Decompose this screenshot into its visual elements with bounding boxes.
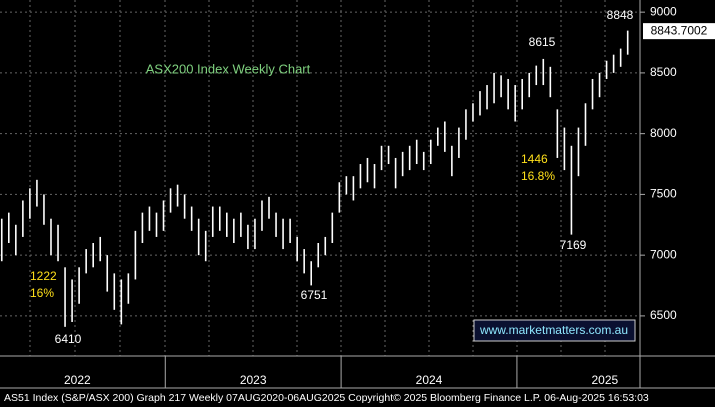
- move-points: 1222: [30, 269, 57, 283]
- x-tick-label: 2025: [591, 373, 618, 387]
- website-box: [473, 319, 636, 342]
- move-points: 1446: [521, 152, 548, 166]
- website: www.marketmatters.com.au: [479, 323, 628, 337]
- last-price-box: [643, 23, 715, 40]
- x-tick-label: 2024: [416, 373, 443, 387]
- y-tick-label: 9000: [650, 4, 677, 18]
- annotation: 8615: [529, 35, 556, 49]
- y-tick-label: 6500: [650, 308, 677, 322]
- last-price: 8843.7002: [651, 23, 708, 37]
- chart-title: ASX200 Index Weekly Chart: [146, 61, 311, 76]
- move-percent: 16%: [30, 286, 54, 300]
- annotation: 8848: [607, 8, 634, 22]
- annotation: 6751: [301, 288, 328, 302]
- move-percent: 16.8%: [521, 169, 555, 183]
- annotation: 7169: [560, 238, 587, 252]
- y-tick-label: 8500: [650, 65, 677, 79]
- annotation: 6410: [55, 332, 82, 346]
- x-tick-label: 2023: [240, 373, 267, 387]
- footer: AS51 Index (S&P/ASX 200) Graph 217 Weekl…: [4, 392, 649, 404]
- y-tick-label: 8000: [650, 126, 677, 140]
- plot-area: [0, 0, 640, 356]
- y-tick-label: 7500: [650, 187, 677, 201]
- x-tick-label: 2022: [64, 373, 91, 387]
- y-tick-label: 7000: [650, 247, 677, 261]
- time-grid: [29, 0, 606, 356]
